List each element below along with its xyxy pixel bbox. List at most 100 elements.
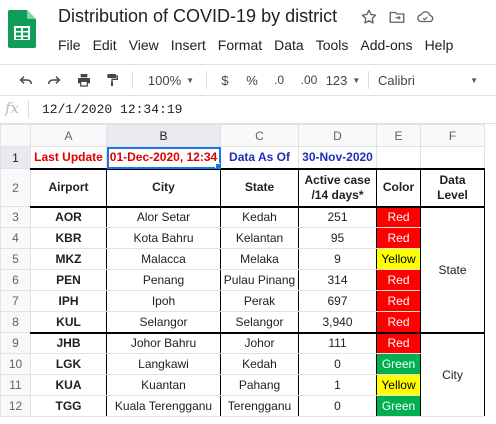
row-header-1[interactable]: 1 (0, 146, 31, 169)
menu-data[interactable]: Data (274, 37, 304, 53)
zoom-select[interactable]: 100% ▼ (142, 65, 200, 95)
currency-format-button[interactable]: $ (221, 72, 229, 88)
header-active-case[interactable]: Active case /14 days* (298, 167, 377, 208)
airport-cell[interactable]: TGG (30, 395, 107, 417)
cases-cell[interactable]: 251 (298, 206, 377, 228)
header-color[interactable]: Color (376, 167, 421, 208)
document-title[interactable]: Distribution of COVID-19 by district (58, 6, 338, 26)
city-cell[interactable]: Alor Setar (106, 206, 221, 228)
color-cell[interactable]: Yellow (376, 248, 421, 270)
menu-help[interactable]: Help (424, 37, 454, 53)
menu-addons[interactable]: Add-ons (360, 37, 413, 53)
city-cell[interactable]: Johor Bahru (106, 332, 221, 354)
select-all-corner[interactable] (0, 124, 31, 147)
row-header[interactable]: 9 (0, 332, 31, 354)
cases-cell[interactable]: 111 (298, 332, 377, 354)
row-header[interactable]: 10 (0, 353, 31, 375)
color-cell[interactable]: Green (376, 395, 421, 417)
formula-input[interactable]: 12/1/2020 12:34:19 (42, 102, 183, 117)
color-cell[interactable]: Green (376, 353, 421, 375)
column-header-d[interactable]: D (298, 124, 377, 147)
row-header[interactable]: 4 (0, 227, 31, 249)
row-header[interactable]: 3 (0, 206, 31, 228)
cases-cell[interactable]: 3,940 (298, 311, 377, 334)
increase-decimal-button[interactable]: .00 (300, 73, 318, 87)
decrease-decimal-button[interactable]: .0 (273, 73, 284, 87)
color-cell[interactable]: Yellow (376, 374, 421, 396)
undo-icon[interactable] (14, 65, 38, 95)
menu-file[interactable]: File (58, 37, 81, 53)
cases-cell[interactable]: 1 (298, 374, 377, 396)
row-header[interactable]: 6 (0, 269, 31, 291)
column-header-c[interactable]: C (220, 124, 299, 147)
city-cell[interactable]: Kuala Terengganu (106, 395, 221, 417)
row-header[interactable]: 8 (0, 311, 31, 333)
data-level-city[interactable]: City (420, 332, 485, 417)
menu-format[interactable]: Format (217, 37, 263, 53)
more-formats-button[interactable]: 123 ▼ (326, 65, 361, 95)
move-to-folder-icon[interactable] (388, 8, 406, 31)
color-cell[interactable]: Red (376, 290, 421, 312)
header-state[interactable]: State (220, 167, 299, 208)
city-cell[interactable]: Kuantan (106, 374, 221, 396)
airport-cell[interactable]: IPH (30, 290, 107, 312)
city-cell[interactable]: Malacca (106, 248, 221, 270)
state-cell[interactable]: Kelantan (220, 227, 299, 249)
state-cell[interactable]: Kedah (220, 353, 299, 375)
color-cell[interactable]: Red (376, 206, 421, 228)
star-icon[interactable] (360, 8, 378, 31)
airport-cell[interactable]: PEN (30, 269, 107, 291)
last-update-value[interactable]: 01-Dec-2020, 12:34 (106, 146, 221, 169)
cell-f1[interactable] (420, 146, 485, 169)
column-header-b[interactable]: B (106, 124, 221, 147)
airport-cell[interactable]: AOR (30, 206, 107, 228)
cases-cell[interactable]: 9 (298, 248, 377, 270)
color-cell[interactable]: Red (376, 227, 421, 249)
cases-cell[interactable]: 697 (298, 290, 377, 312)
cases-cell[interactable]: 95 (298, 227, 377, 249)
row-header-2[interactable]: 2 (0, 168, 31, 207)
column-header-a[interactable]: A (30, 124, 107, 147)
color-cell[interactable]: Red (376, 332, 421, 354)
airport-cell[interactable]: KBR (30, 227, 107, 249)
airport-cell[interactable]: JHB (30, 332, 107, 354)
row-header[interactable]: 12 (0, 395, 31, 417)
color-cell[interactable]: Red (376, 269, 421, 291)
data-as-of-label[interactable]: Data As Of (220, 146, 299, 169)
airport-cell[interactable]: KUL (30, 311, 107, 334)
airport-cell[interactable]: LGK (30, 353, 107, 375)
header-airport[interactable]: Airport (30, 167, 107, 208)
data-as-of-value[interactable]: 30-Nov-2020 (298, 146, 377, 169)
last-update-label[interactable]: Last Update (30, 146, 107, 169)
row-header[interactable]: 11 (0, 374, 31, 396)
city-cell[interactable]: Penang (106, 269, 221, 291)
color-cell[interactable]: Red (376, 311, 421, 334)
header-city[interactable]: City (106, 167, 221, 208)
redo-icon[interactable] (42, 65, 66, 95)
fill-handle[interactable] (215, 162, 220, 168)
airport-cell[interactable]: MKZ (30, 248, 107, 270)
print-icon[interactable] (72, 65, 96, 95)
row-header[interactable]: 5 (0, 248, 31, 270)
airport-cell[interactable]: KUA (30, 374, 107, 396)
city-cell[interactable]: Ipoh (106, 290, 221, 312)
state-cell[interactable]: Melaka (220, 248, 299, 270)
menu-tools[interactable]: Tools (315, 37, 349, 53)
city-cell[interactable]: Selangor (106, 311, 221, 334)
state-cell[interactable]: Johor (220, 332, 299, 354)
cases-cell[interactable]: 0 (298, 353, 377, 375)
column-header-e[interactable]: E (376, 124, 421, 147)
menu-edit[interactable]: Edit (92, 37, 117, 53)
city-cell[interactable]: Kota Bahru (106, 227, 221, 249)
state-cell[interactable]: Pulau Pinang (220, 269, 299, 291)
row-header[interactable]: 7 (0, 290, 31, 312)
cloud-saved-icon[interactable] (416, 8, 434, 31)
percent-format-button[interactable]: % (246, 72, 258, 88)
state-cell[interactable]: Selangor (220, 311, 299, 334)
paint-format-icon[interactable] (100, 65, 124, 95)
state-cell[interactable]: Terengganu (220, 395, 299, 417)
menu-view[interactable]: View (128, 37, 159, 53)
column-header-f[interactable]: F (420, 124, 485, 147)
cell-e1[interactable] (376, 146, 421, 169)
header-data-level[interactable]: Data Level (420, 167, 485, 208)
